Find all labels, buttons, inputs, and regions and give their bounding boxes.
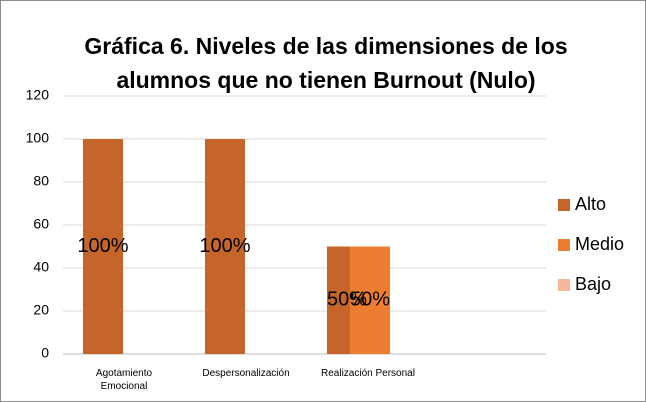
bar [83,139,123,354]
x-tick-label: Agotamiento Emocional [95,368,153,392]
legend-label: Medio [575,234,624,254]
bar [205,139,245,354]
x-tick-label: Realización Personal [321,368,415,379]
x-tick-label: Despersonalización [202,368,290,379]
y-tick-label: 60 [33,216,49,232]
y-tick-label: 100 [26,130,50,146]
legend-swatch [558,279,570,291]
legend-label: Alto [575,194,606,214]
y-tick-label: 40 [33,259,49,275]
legend-swatch [558,239,570,251]
legend-swatch [558,199,570,211]
data-label: 100% [77,235,128,257]
data-label: 100% [199,235,250,257]
y-tick-label: 120 [26,87,50,103]
y-tick-label: 20 [33,302,49,318]
y-tick-label: 80 [33,173,49,189]
data-label: 50% [350,289,390,311]
chart-title: Gráfica 6. Niveles de las dimensiones de… [84,33,568,93]
legend-label: Bajo [575,274,611,294]
data-label: 50% [327,289,367,311]
y-tick-label: 0 [41,345,49,361]
bar [350,246,390,354]
